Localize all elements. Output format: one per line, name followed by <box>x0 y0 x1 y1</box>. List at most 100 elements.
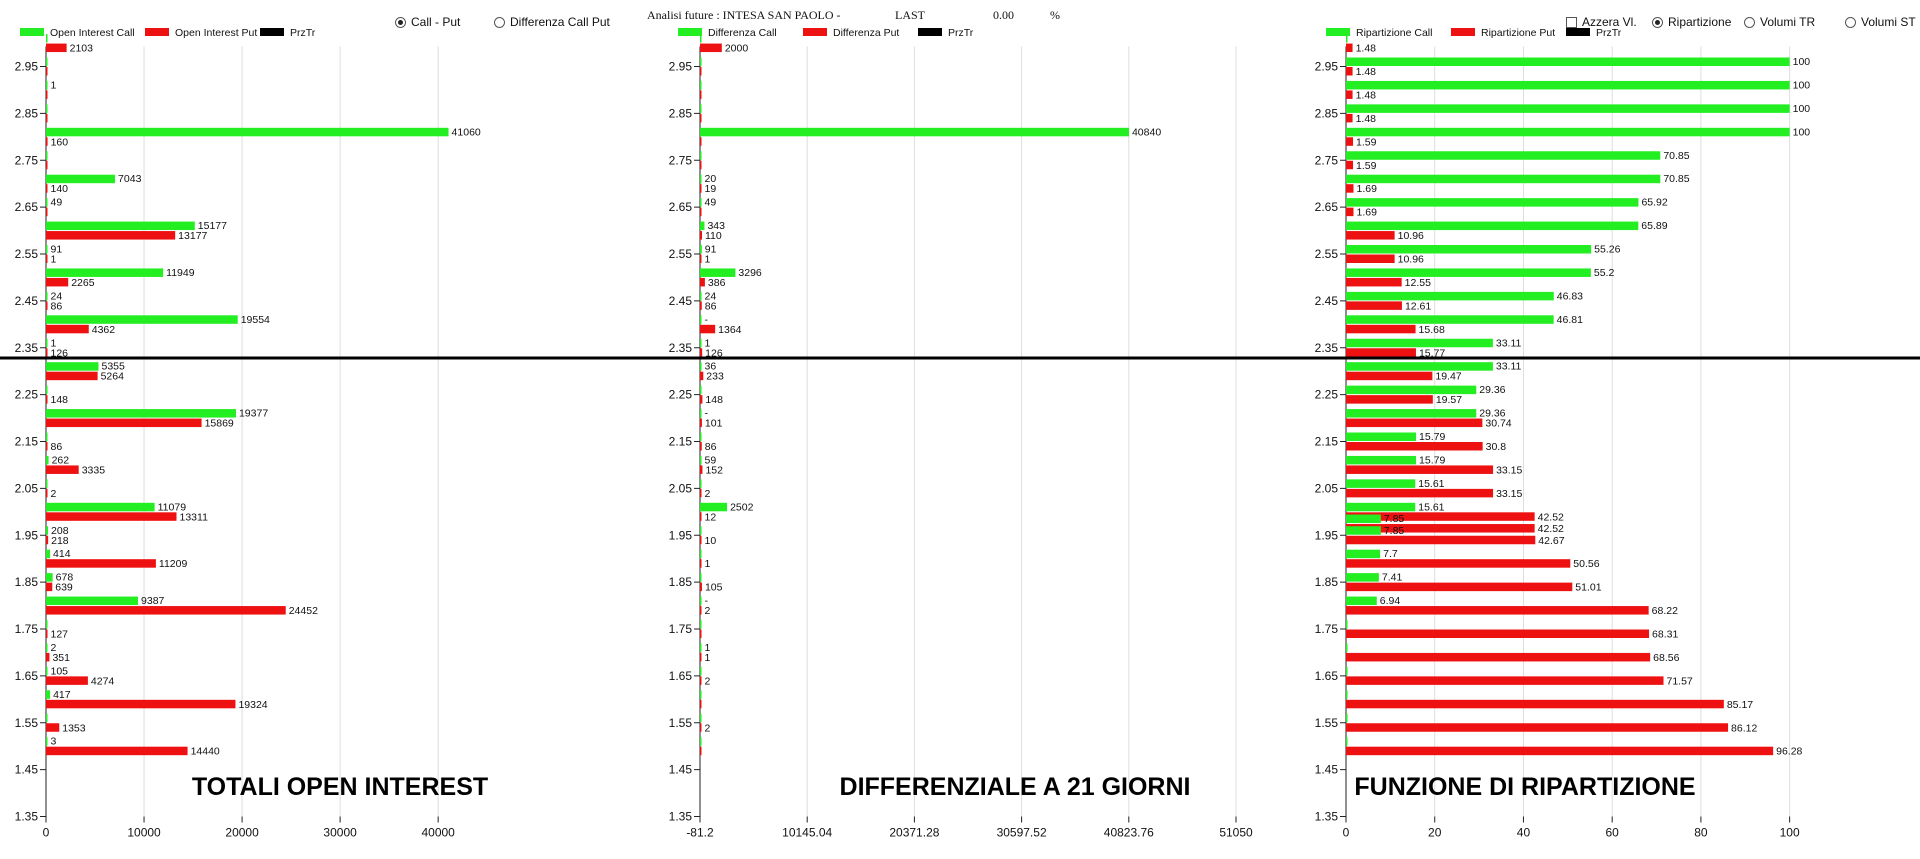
bar-put <box>46 231 176 240</box>
bar-call <box>1346 479 1416 488</box>
data-label-call: 414 <box>53 548 71 560</box>
y-tick-label: 1.75 <box>669 622 693 636</box>
bar-call <box>700 315 702 324</box>
y-tick-label: 2.95 <box>1315 60 1339 74</box>
y-tick-label: 2.75 <box>669 153 693 167</box>
data-label-call: 49 <box>705 197 717 209</box>
data-label-put: 86 <box>51 300 63 312</box>
data-label-call: 19377 <box>239 408 268 420</box>
radio-differenza-call-put[interactable]: Differenza Call Put <box>494 14 610 30</box>
data-label-call: 29.36 <box>1479 408 1505 420</box>
bar-call <box>1346 432 1417 441</box>
bar-call <box>1346 221 1639 231</box>
y-tick-label: 2.85 <box>15 106 39 120</box>
bar-call <box>46 432 48 441</box>
radio-volumi-st[interactable]: Volumi ST <box>1845 14 1916 30</box>
bar-put <box>46 418 202 428</box>
bar-put <box>1346 676 1664 685</box>
legend-label: Open Interest Put <box>175 27 257 39</box>
bar-call <box>700 549 702 559</box>
data-label-put: 10.96 <box>1398 254 1424 266</box>
bar-put <box>700 418 702 428</box>
x-tick-label: 20 <box>1428 826 1442 840</box>
bar-put <box>46 207 48 217</box>
bar-call <box>700 502 728 512</box>
bar-put <box>46 559 156 568</box>
bar-call <box>46 479 48 488</box>
bar-call <box>1346 573 1379 582</box>
header-title: Analisi future : INTESA SAN PAOLO - <box>647 8 841 22</box>
bar-put <box>1346 723 1729 732</box>
data-label-put: 1.48 <box>1356 43 1377 55</box>
bar-put <box>1346 524 1535 533</box>
bar-put <box>700 67 702 76</box>
y-tick-label: 2.95 <box>669 60 693 74</box>
y-tick-label: 2.55 <box>669 247 693 261</box>
radio-call-put-label: Call - Put <box>411 15 461 29</box>
bar-call <box>1346 174 1661 184</box>
bar-call <box>700 268 736 277</box>
chart-title: DIFFERENZIALE A 21 GIORNI <box>840 773 1191 801</box>
data-label-put: 86 <box>705 441 717 453</box>
y-tick-label: 2.55 <box>1315 247 1339 261</box>
bar-put <box>46 277 69 287</box>
bar-put <box>46 512 177 521</box>
data-label-put: 51.01 <box>1575 582 1601 594</box>
radio-ripartizione[interactable]: Ripartizione <box>1652 14 1731 30</box>
bar-call <box>46 57 48 66</box>
data-label-call: 678 <box>56 572 74 584</box>
bar-call <box>1346 245 1592 254</box>
y-tick-label: 2.95 <box>15 60 39 74</box>
data-label-call: 19554 <box>241 314 270 326</box>
y-tick-label: 2.15 <box>669 435 693 449</box>
legend-label: PrzTr <box>290 27 316 39</box>
legend-swatch <box>918 28 942 36</box>
data-label-put: 148 <box>51 394 69 406</box>
data-label-put: 126 <box>51 347 69 359</box>
bar-call <box>700 34 702 43</box>
bar-call <box>700 620 702 629</box>
data-label-put: 85.17 <box>1727 699 1753 711</box>
bar-call <box>46 362 99 371</box>
bar-put <box>46 395 48 404</box>
bar-call <box>700 362 702 371</box>
bar-put <box>1346 465 1494 474</box>
data-label-put: 351 <box>52 652 70 664</box>
data-label-call: 100 <box>1793 126 1811 138</box>
bar-put <box>46 184 48 193</box>
radio-selected-icon <box>1652 16 1663 28</box>
data-label-call: 1 <box>705 642 711 654</box>
bar-call <box>46 526 49 535</box>
checkbox-azzera-vl[interactable]: Azzera Vl. <box>1566 14 1637 30</box>
data-label-call: 24 <box>705 290 717 302</box>
radio-unselected-icon <box>1744 16 1755 28</box>
bar-put <box>700 301 702 310</box>
data-label-put: 1 <box>705 254 711 266</box>
data-label-put: 42.52 <box>1538 511 1564 523</box>
radio-call-put[interactable]: Call - Put <box>395 14 460 30</box>
y-tick-label: 1.35 <box>15 810 39 824</box>
bar-put <box>700 652 702 662</box>
bar-put <box>46 442 48 451</box>
data-label-call: 7043 <box>118 173 142 185</box>
bar-put <box>700 43 722 53</box>
bar-call <box>700 409 702 418</box>
data-label-put: 2000 <box>725 43 749 55</box>
data-label-put: 86.12 <box>1731 722 1757 734</box>
bar-put <box>46 113 48 123</box>
data-label-put: 1.69 <box>1356 183 1377 195</box>
bar-put <box>46 371 98 381</box>
bar-put <box>46 723 60 732</box>
bar-call <box>700 338 702 348</box>
bar-put <box>1346 371 1433 381</box>
bar-call <box>1346 549 1381 559</box>
y-tick-label: 2.45 <box>15 294 39 308</box>
radio-volumi-tr[interactable]: Volumi TR <box>1744 14 1815 30</box>
bar-put <box>700 254 702 263</box>
legend-label: Ripartizione Call <box>1356 27 1432 39</box>
data-label-put: 1 <box>705 558 711 570</box>
checkbox-icon <box>1566 16 1577 28</box>
data-label-put: 2 <box>705 675 711 687</box>
bar-put <box>700 207 702 217</box>
